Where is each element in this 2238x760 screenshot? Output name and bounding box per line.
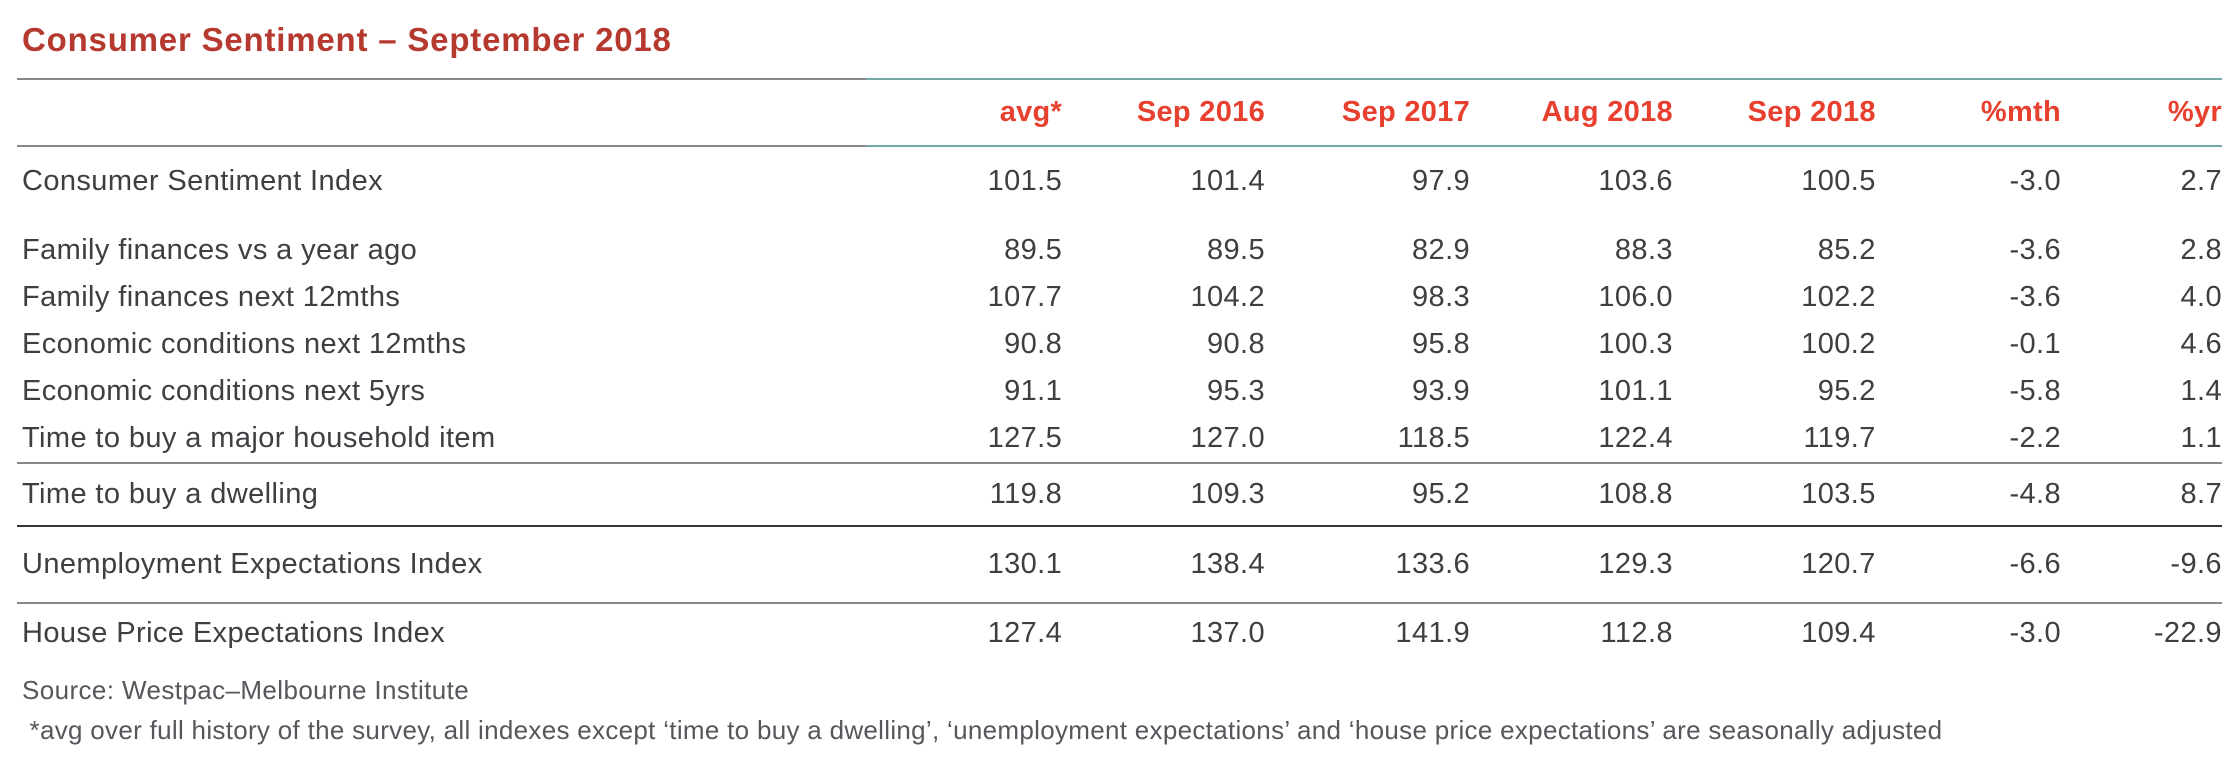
value-cell: 138.4 — [1190, 548, 1266, 581]
table-body: Consumer Sentiment Index 101.5 101.4 97.9 10… — [17, 147, 2222, 664]
row-label: Time to buy a major household item — [22, 422, 496, 454]
value-cell: 100.3 — [1598, 328, 1673, 360]
value-cell: 100.5 — [1801, 164, 1876, 197]
value-cell: 95.2 — [1412, 477, 1471, 510]
value-cell: 106.0 — [1598, 281, 1673, 313]
value-cell: 119.8 — [989, 477, 1063, 510]
row-label: Consumer Sentiment Index — [22, 164, 383, 197]
column-header-sep-2018: Sep 2018 — [1747, 96, 1876, 128]
value-cell: 1.4 — [2180, 375, 2222, 407]
value-cell: -22.9 — [2153, 617, 2222, 650]
table-row: House Price Expectations Index 127.4 137.0… — [17, 604, 2222, 664]
value-cell: 97.9 — [1412, 164, 1471, 197]
value-cell: 107.7 — [987, 281, 1063, 313]
column-header-sep-2017: Sep 2017 — [1341, 96, 1471, 128]
value-cell: 101.4 — [1190, 164, 1266, 197]
value-cell: 93.9 — [1412, 375, 1471, 407]
value-cell: 109.3 — [1190, 477, 1266, 510]
value-cell: -3.6 — [2009, 234, 2062, 266]
table-row: Family finances next 12mths 107.7 104.2 98.… — [17, 274, 2222, 321]
column-header-yr: %yr — [2167, 96, 2222, 128]
value-cell: 133.6 — [1395, 548, 1471, 581]
value-cell: -2.2 — [2009, 422, 2062, 454]
value-cell: 82.9 — [1412, 234, 1471, 266]
value-cell: 98.3 — [1412, 281, 1471, 313]
value-cell: 95.3 — [1206, 375, 1266, 407]
value-cell: -0.1 — [2009, 328, 2062, 360]
value-cell: 85.2 — [1817, 234, 1876, 266]
row-divider-dark — [17, 524, 2222, 528]
value-cell: 127.0 — [1190, 422, 1266, 454]
value-cell: 91.1 — [1004, 375, 1063, 407]
header-bottom-rule — [17, 145, 2222, 147]
table-row: Time to buy a dwelling 119.8 109.3 95.2 108.… — [17, 464, 2222, 525]
value-cell: 8.7 — [2180, 477, 2222, 510]
table-header-row: avg* Sep 2016 Sep 2017 Aug 2018 Sep 2018 %mth… — [17, 80, 2222, 145]
value-cell: 101.5 — [987, 164, 1063, 197]
row-divider-gray — [17, 462, 2222, 464]
value-cell: 89.5 — [1004, 234, 1063, 266]
row-label: Economic conditions next 12mths — [22, 328, 467, 360]
value-cell: 119.7 — [1803, 422, 1876, 454]
value-cell: 122.4 — [1598, 422, 1673, 454]
value-cell: -9.6 — [2170, 548, 2222, 581]
value-cell: 108.8 — [1598, 477, 1673, 510]
value-cell: 103.6 — [1598, 164, 1673, 197]
source-note: Source: Westpac–Melbourne Institute — [22, 674, 470, 705]
row-label: Time to buy a dwelling — [22, 477, 319, 510]
row-label: Family finances next 12mths — [22, 281, 401, 313]
row-label: Family finances vs a year ago — [22, 234, 418, 266]
value-cell: 109.4 — [1801, 617, 1876, 650]
column-header-avg: avg* — [999, 96, 1063, 128]
table-row: Unemployment Expectations Index 130.1 138.… — [17, 527, 2222, 602]
value-cell: -3.0 — [2009, 617, 2062, 650]
value-cell: 129.3 — [1598, 548, 1673, 581]
value-cell: 95.8 — [1412, 328, 1471, 360]
value-cell: 1.1 — [2180, 422, 2222, 454]
value-cell: 120.7 — [1801, 548, 1876, 581]
table-row: Time to buy a major household item 127.5 1… — [17, 415, 2222, 462]
value-cell: 137.0 — [1190, 617, 1266, 650]
value-cell: 127.4 — [987, 617, 1063, 650]
table-row: Family finances vs a year ago 89.5 89.5 82.… — [17, 227, 2222, 274]
value-cell: 90.8 — [1004, 328, 1063, 360]
header-top-rule — [17, 78, 2222, 80]
value-cell: 2.8 — [2180, 234, 2222, 266]
value-cell: 130.1 — [987, 548, 1063, 581]
row-label: Economic conditions next 5yrs — [22, 375, 426, 407]
page-title: Consumer Sentiment – September 2018 — [22, 21, 672, 58]
row-label: House Price Expectations Index — [22, 617, 446, 650]
table-row: Economic conditions next 12mths 90.8 90.8 9… — [17, 321, 2222, 368]
value-cell: -3.6 — [2009, 281, 2062, 313]
value-cell: 89.5 — [1206, 234, 1266, 266]
value-cell: -6.6 — [2009, 548, 2062, 581]
value-cell: 88.3 — [1614, 234, 1673, 266]
row-divider-gray — [17, 602, 2222, 604]
value-cell: -5.8 — [2009, 375, 2062, 407]
value-cell: 101.1 — [1598, 375, 1673, 407]
column-header-mth: %mth — [1980, 96, 2062, 128]
table-row: Economic conditions next 5yrs 91.1 95.3 93.… — [17, 368, 2222, 415]
row-label: Unemployment Expectations Index — [22, 548, 483, 581]
value-cell: 141.9 — [1395, 617, 1471, 650]
value-cell: 104.2 — [1190, 281, 1266, 313]
value-cell: 127.5 — [987, 422, 1063, 454]
footnote: *avg over full history of the survey, al… — [22, 714, 1943, 745]
value-cell: 2.7 — [2180, 164, 2222, 197]
value-cell: 112.8 — [1600, 617, 1673, 650]
value-cell: -3.0 — [2009, 164, 2062, 197]
column-header-sep-2016: Sep 2016 — [1136, 96, 1266, 128]
value-cell: 4.0 — [2180, 281, 2222, 313]
value-cell: 95.2 — [1817, 375, 1876, 407]
value-cell: 90.8 — [1206, 328, 1266, 360]
value-cell: 118.5 — [1397, 422, 1471, 454]
value-cell: 102.2 — [1801, 281, 1876, 313]
value-cell: -4.8 — [2009, 477, 2062, 510]
column-header-aug-2018: Aug 2018 — [1541, 96, 1673, 128]
value-cell: 4.6 — [2180, 328, 2222, 360]
value-cell: 100.2 — [1801, 328, 1876, 360]
value-cell: 103.5 — [1801, 477, 1876, 510]
table-row: Consumer Sentiment Index 101.5 101.4 97.9 10… — [17, 147, 2222, 215]
